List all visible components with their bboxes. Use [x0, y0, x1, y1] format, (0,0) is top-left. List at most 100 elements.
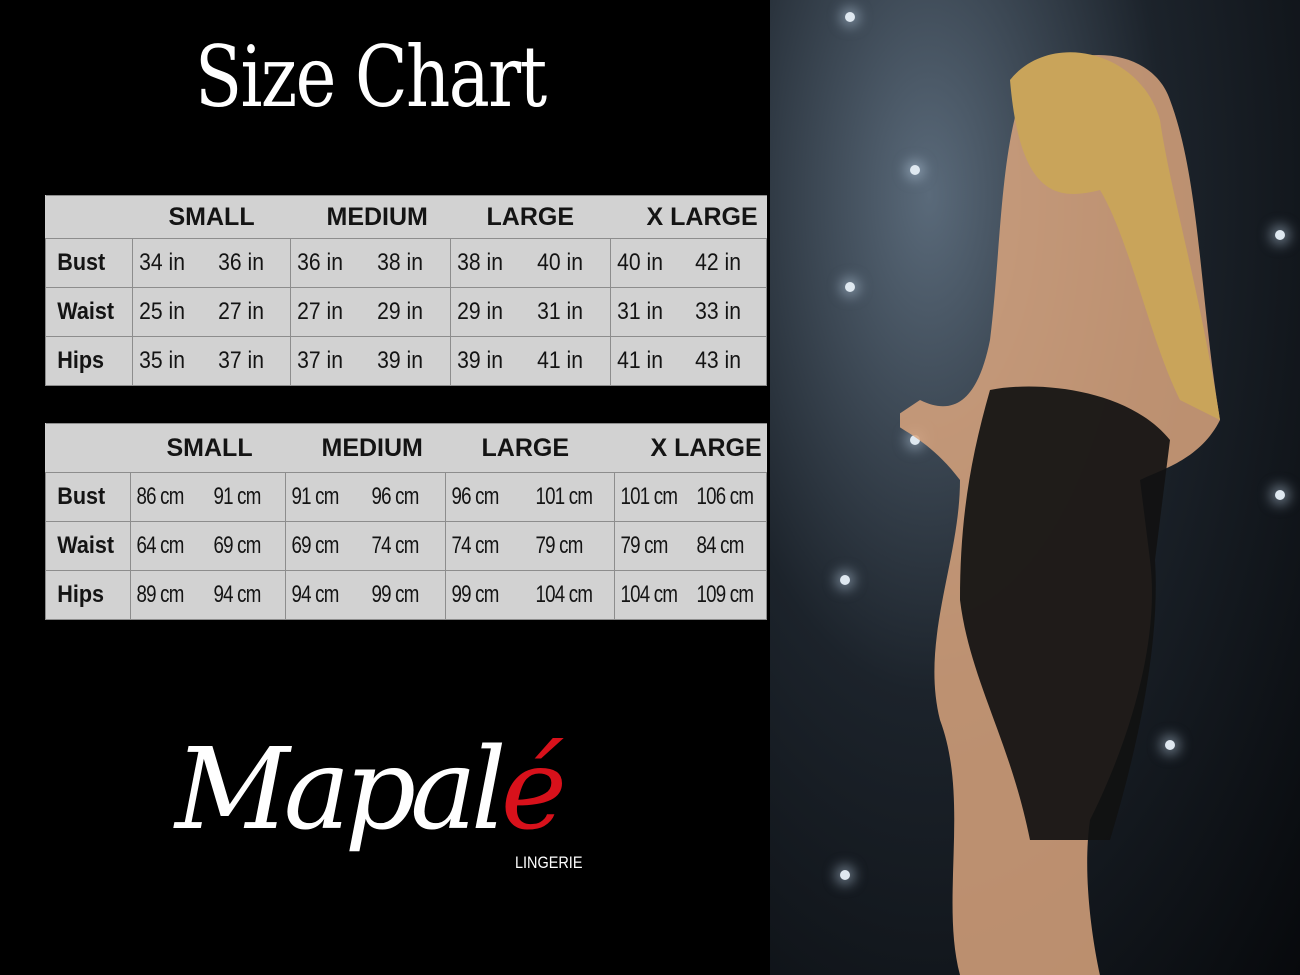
size-range-cell: 96 cm 101 cm: [445, 472, 615, 522]
max-value: 31 in: [536, 298, 583, 325]
min-value: 37 in: [297, 347, 343, 374]
max-value: 39 in: [376, 347, 423, 374]
min-value: 36 in: [297, 249, 343, 276]
max-value: 96 cm: [370, 483, 419, 510]
min-value: 31 in: [617, 298, 663, 325]
header-row: SMALL MEDIUM LARGE X LARGE: [45, 195, 767, 239]
size-range-cell: 91 cm 96 cm: [285, 472, 446, 522]
size-range-cell: 41 in 43 in: [610, 336, 767, 386]
size-range-cell: 69 cm 74 cm: [285, 521, 446, 571]
logo-accent: é: [500, 725, 567, 855]
size-header: X LARGE: [610, 195, 767, 239]
size-range-cell: 27 in 29 in: [290, 287, 451, 337]
size-range-cell: 99 cm 104 cm: [445, 570, 615, 620]
min-value: 64 cm: [136, 532, 184, 559]
logo-wordmark: Mapalé: [175, 725, 567, 855]
min-value: 38 in: [457, 249, 503, 276]
max-value: 101 cm: [535, 483, 593, 510]
max-value: 40 in: [536, 249, 583, 276]
table-row: Hips 35 in 37 in 37 in 39 in 39 in 41 in 41 in 4…: [45, 336, 767, 386]
size-range-cell: 31 in 33 in: [610, 287, 767, 337]
max-value: 79 cm: [535, 532, 583, 559]
size-table-inches: SMALL MEDIUM LARGE X LARGE Bust 34 in 36 in 36 …: [45, 195, 767, 386]
size-range-cell: 38 in 40 in: [450, 238, 611, 288]
corner-cell: [45, 195, 133, 239]
min-value: 25 in: [139, 298, 185, 325]
tuft-button: [840, 575, 850, 585]
measurement-label: Hips: [45, 570, 123, 620]
size-range-cell: 79 cm 84 cm: [614, 521, 767, 571]
tuft-button: [910, 165, 920, 175]
size-header: LARGE: [450, 195, 611, 239]
size-header: MEDIUM: [290, 195, 451, 239]
tuft-button: [910, 435, 920, 445]
min-value: 35 in: [139, 347, 185, 374]
max-value: 43 in: [694, 347, 741, 374]
table-row: Bust 34 in 36 in 36 in 38 in 38 in 40 in 40 in 4…: [45, 238, 767, 288]
max-value: 29 in: [376, 298, 423, 325]
min-value: 69 cm: [291, 532, 339, 559]
size-range-cell: 86 cm 91 cm: [130, 472, 286, 522]
size-range-cell: 89 cm 94 cm: [130, 570, 286, 620]
size-range-cell: 74 cm 79 cm: [445, 521, 615, 571]
max-value: 109 cm: [695, 581, 753, 608]
size-header: X LARGE: [614, 423, 767, 473]
max-value: 36 in: [217, 249, 264, 276]
max-value: 94 cm: [213, 581, 261, 608]
min-value: 91 cm: [291, 483, 339, 510]
corner-cell: [45, 423, 131, 473]
min-value: 86 cm: [136, 483, 184, 510]
max-value: 106 cm: [695, 483, 753, 510]
max-value: 91 cm: [213, 483, 261, 510]
tuft-button: [1275, 230, 1285, 240]
min-value: 99 cm: [451, 581, 499, 608]
measurement-label: Waist: [45, 287, 125, 337]
max-value: 42 in: [694, 249, 741, 276]
table-row: Waist 25 in 27 in 27 in 29 in 29 in 31 in 31 in…: [45, 287, 767, 337]
page-title: Size Chart: [195, 28, 547, 126]
min-value: 34 in: [139, 249, 185, 276]
table-row: Bust 86 cm 91 cm 91 cm 96 cm 96 cm 101 cm 101 c…: [45, 472, 767, 522]
max-value: 41 in: [536, 347, 583, 374]
logo-main: Mapal: [175, 725, 507, 855]
table-row: Hips 89 cm 94 cm 94 cm 99 cm 99 cm 104 cm 104 c…: [45, 570, 767, 620]
model-silhouette: [900, 52, 1220, 975]
size-range-cell: 104 cm 109 cm: [614, 570, 767, 620]
max-value: 37 in: [217, 347, 264, 374]
measurement-label: Hips: [45, 336, 125, 386]
tuft-button: [845, 12, 855, 22]
min-value: 27 in: [297, 298, 343, 325]
size-table-cm: SMALL MEDIUM LARGE X LARGE Bust 86 cm 91 cm 91 …: [45, 423, 767, 620]
size-range-cell: 39 in 41 in: [450, 336, 611, 386]
min-value: 101 cm: [620, 483, 678, 510]
model-photo: [770, 0, 1300, 975]
min-value: 39 in: [457, 347, 503, 374]
tuft-button: [1165, 740, 1175, 750]
size-range-cell: 35 in 37 in: [132, 336, 291, 386]
size-header: SMALL: [130, 423, 286, 473]
max-value: 84 cm: [695, 532, 744, 559]
max-value: 99 cm: [370, 581, 419, 608]
size-range-cell: 36 in 38 in: [290, 238, 451, 288]
min-value: 41 in: [617, 347, 663, 374]
max-value: 33 in: [694, 298, 741, 325]
min-value: 29 in: [457, 298, 503, 325]
min-value: 40 in: [617, 249, 663, 276]
tuft-button: [1275, 490, 1285, 500]
min-value: 96 cm: [451, 483, 499, 510]
size-header: MEDIUM: [285, 423, 446, 473]
size-range-cell: 34 in 36 in: [132, 238, 291, 288]
max-value: 38 in: [376, 249, 423, 276]
logo-subtitle: LINGERIE: [515, 853, 583, 872]
max-value: 69 cm: [213, 532, 261, 559]
size-range-cell: 40 in 42 in: [610, 238, 767, 288]
table-row: Waist 64 cm 69 cm 69 cm 74 cm 74 cm 79 cm 79 cm…: [45, 521, 767, 571]
max-value: 27 in: [217, 298, 264, 325]
max-value: 104 cm: [535, 581, 593, 608]
tuft-button: [840, 870, 850, 880]
min-value: 104 cm: [620, 581, 678, 608]
tuft-button: [845, 282, 855, 292]
header-row: SMALL MEDIUM LARGE X LARGE: [45, 423, 767, 473]
min-value: 74 cm: [451, 532, 499, 559]
size-range-cell: 29 in 31 in: [450, 287, 611, 337]
